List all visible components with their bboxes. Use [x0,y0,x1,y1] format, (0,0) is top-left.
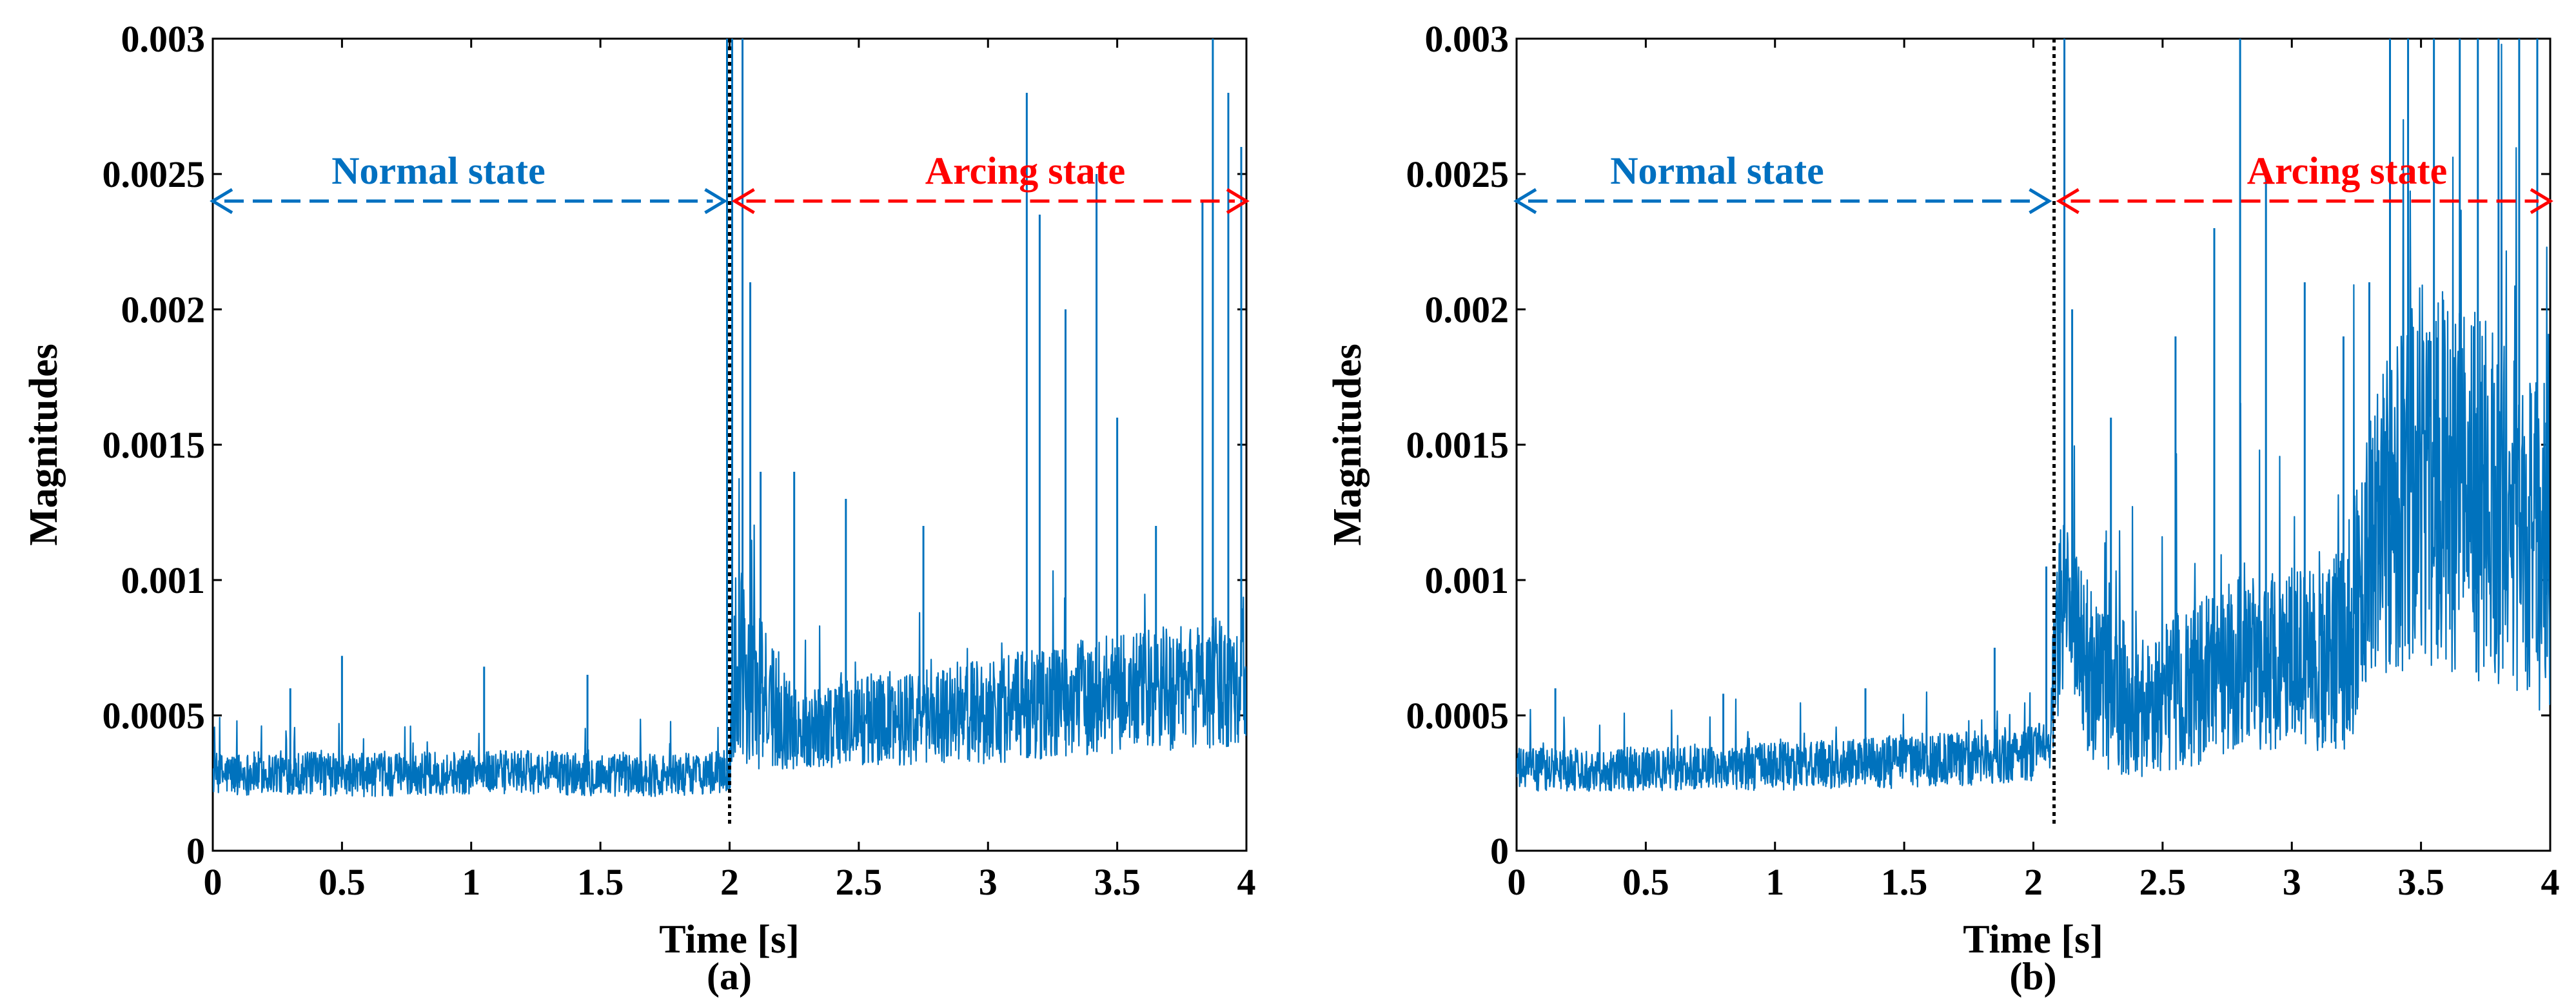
y-tick-label: 0 [1490,830,1509,872]
y-tick-label: 0.0005 [103,695,206,737]
normal-state-label-a: Normal state [331,150,546,192]
x-tick-label: 4 [1237,861,1256,903]
x-axis-label-a: Time [s] [659,918,800,962]
x-tick-label: 2 [720,861,739,903]
annotations-a: Normal state Arcing state [210,39,1250,825]
x-tick-label: 0 [1508,861,1526,903]
x-axis-label-b: Time [s] [1963,918,2103,962]
series-a [213,39,1246,798]
state-arrow-head-right [2029,188,2052,215]
x-tick-label: 2.5 [2139,861,2187,903]
x-tick-label: 1 [1765,861,1784,903]
state-arrow-head-right [1226,188,1250,215]
y-axis-label-b: Magnitudes [1326,344,1370,545]
y-tick-label: 0.0005 [1406,695,1509,737]
y-tick-label: 0.0015 [103,424,206,466]
x-tick-label: 2.5 [836,861,883,903]
x-tick-label: 1.5 [577,861,624,903]
arcing-state-label-b: Arcing state [2247,150,2448,192]
chart-panel-b: 0 0.0005 0.001 0.0015 0.002 0.0025 0.003 0 0.5 1… [1326,18,2560,998]
state-arrow-head-right [704,188,728,215]
state-arrow-head-left [2056,188,2079,215]
panel-label-b: (b) [2009,955,2056,998]
panel-label-a: (a) [707,955,752,998]
chart-panel-a: 0 0.0005 0.001 0.0015 0.002 0.0025 0.003 0 0.5 1… [22,18,1256,998]
y-tick-label: 0.003 [1425,18,1509,60]
y-ticks-b: 0 0.0005 0.001 0.0015 0.002 0.0025 0.003 [1406,18,2550,872]
y-tick-label: 0.003 [121,18,206,60]
arcing-state-label-a: Arcing state [925,150,1126,192]
y-tick-label: 0.002 [1425,289,1509,331]
y-tick-label: 0.001 [121,559,206,601]
x-tick-label: 3 [979,861,998,903]
y-tick-label: 0.001 [1425,559,1509,601]
x-tick-label: 0.5 [319,861,366,903]
series-line [1517,43,2550,792]
y-tick-label: 0 [186,830,205,872]
x-tick-label: 1.5 [1881,861,1928,903]
x-tick-label: 3.5 [1094,861,1141,903]
series-b [1517,39,2550,792]
x-tick-label: 3 [2283,861,2301,903]
state-arrow-head-left [731,188,755,215]
annotations-b: Normal state Arcing state [1513,39,2553,825]
y-tick-label: 0.002 [121,289,206,331]
x-tick-label: 1 [462,861,480,903]
state-arrow-head-left [1513,188,1537,215]
y-tick-label: 0.0025 [1406,153,1509,195]
x-tick-label: 0.5 [1622,861,1669,903]
x-ticks-b: 0 0.5 1 1.5 2 2.5 3 3.5 4 [1508,39,2560,903]
x-ticks-a: 0 0.5 1 1.5 2 2.5 3 3.5 4 [204,39,1256,903]
state-arrow-head-left [210,188,233,215]
y-axis-label-a: Magnitudes [22,344,66,545]
series-line [213,478,1246,798]
state-arrow-head-right [2530,188,2553,215]
x-tick-label: 4 [2541,861,2560,903]
y-tick-label: 0.0025 [103,153,206,195]
y-tick-label: 0.0015 [1406,424,1509,466]
y-ticks-a: 0 0.0005 0.001 0.0015 0.002 0.0025 0.003 [103,18,1246,872]
x-tick-label: 2 [2024,861,2043,903]
x-tick-label: 0 [204,861,222,903]
normal-state-label-b: Normal state [1610,150,1824,192]
x-tick-label: 3.5 [2397,861,2444,903]
